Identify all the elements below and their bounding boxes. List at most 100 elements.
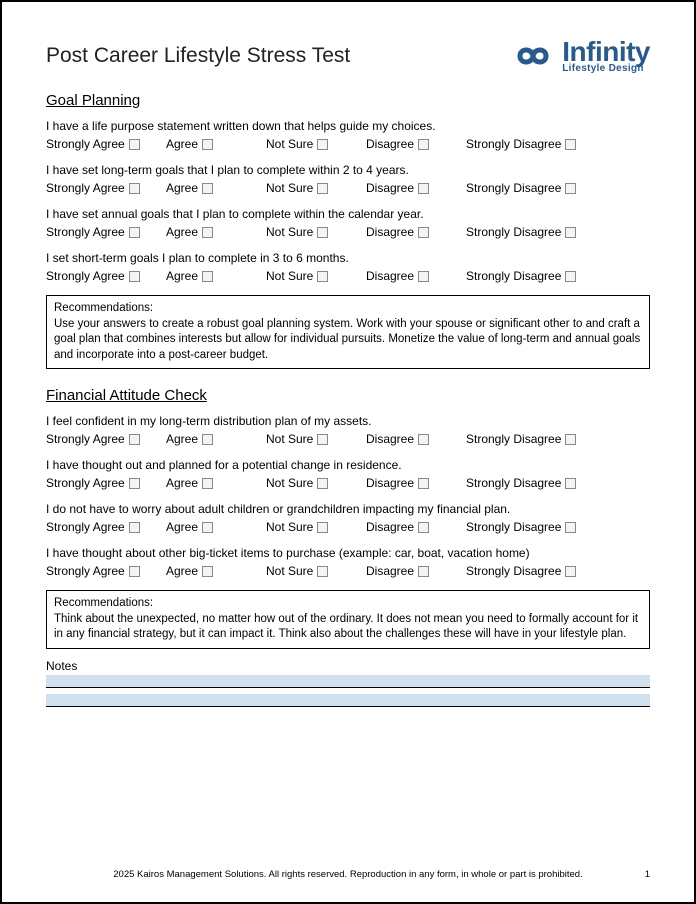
checkbox[interactable] xyxy=(418,434,429,445)
option-label: Strongly Agree xyxy=(46,520,125,534)
option-label: Strongly Agree xyxy=(46,564,125,578)
question-block: I set short-term goals I plan to complet… xyxy=(46,251,650,283)
section2-heading: Financial Attitude Check xyxy=(46,387,650,404)
checkbox[interactable] xyxy=(202,271,213,282)
checkbox[interactable] xyxy=(202,139,213,150)
option-label: Strongly Disagree xyxy=(466,137,561,151)
checkbox[interactable] xyxy=(129,183,140,194)
checkbox[interactable] xyxy=(565,478,576,489)
recommendations-box: Recommendations: Use your answers to cre… xyxy=(46,295,650,369)
logo-text: Infinity Lifestyle Design xyxy=(562,38,650,74)
option-label: Not Sure xyxy=(266,432,313,446)
options-row: Strongly Agree Agree Not Sure Disagree S… xyxy=(46,520,650,534)
footer-text: 2025 Kairos Management Solutions. All ri… xyxy=(113,869,582,880)
section1-heading: Goal Planning xyxy=(46,92,650,109)
option-label: Disagree xyxy=(366,181,414,195)
infinity-icon xyxy=(508,40,558,72)
checkbox[interactable] xyxy=(565,139,576,150)
checkbox[interactable] xyxy=(565,522,576,533)
checkbox[interactable] xyxy=(565,434,576,445)
option-label: Disagree xyxy=(366,225,414,239)
option-label: Strongly Disagree xyxy=(466,520,561,534)
option-label: Agree xyxy=(166,564,198,578)
checkbox[interactable] xyxy=(565,271,576,282)
recommendations-title: Recommendations: xyxy=(54,301,642,317)
option-label: Strongly Agree xyxy=(46,225,125,239)
checkbox[interactable] xyxy=(202,183,213,194)
checkbox[interactable] xyxy=(317,227,328,238)
checkbox[interactable] xyxy=(418,227,429,238)
header: Post Career Lifestyle Stress Test Infini… xyxy=(46,38,650,74)
options-row: Strongly Agree Agree Not Sure Disagree S… xyxy=(46,137,650,151)
recommendations-box: Recommendations: Think about the unexpec… xyxy=(46,590,650,649)
option-label: Strongly Disagree xyxy=(466,181,561,195)
option-label: Agree xyxy=(166,432,198,446)
option-label: Disagree xyxy=(366,432,414,446)
checkbox[interactable] xyxy=(129,478,140,489)
checkbox[interactable] xyxy=(317,434,328,445)
checkbox[interactable] xyxy=(317,271,328,282)
option-label: Disagree xyxy=(366,564,414,578)
option-label: Strongly Disagree xyxy=(466,564,561,578)
checkbox[interactable] xyxy=(202,478,213,489)
option-label: Agree xyxy=(166,476,198,490)
checkbox[interactable] xyxy=(418,183,429,194)
checkbox[interactable] xyxy=(418,566,429,577)
checkbox[interactable] xyxy=(202,522,213,533)
checkbox[interactable] xyxy=(202,566,213,577)
checkbox[interactable] xyxy=(129,271,140,282)
checkbox[interactable] xyxy=(418,139,429,150)
option-label: Strongly Agree xyxy=(46,181,125,195)
options-row: Strongly Agree Agree Not Sure Disagree S… xyxy=(46,476,650,490)
question-block: I have set long-term goals that I plan t… xyxy=(46,163,650,195)
option-label: Agree xyxy=(166,137,198,151)
checkbox[interactable] xyxy=(418,478,429,489)
question-block: I have thought about other big-ticket it… xyxy=(46,546,650,578)
page-number: 1 xyxy=(645,869,650,880)
note-line[interactable] xyxy=(46,694,650,707)
checkbox[interactable] xyxy=(129,434,140,445)
checkbox[interactable] xyxy=(202,434,213,445)
brand-logo: Infinity Lifestyle Design xyxy=(508,38,650,74)
checkbox[interactable] xyxy=(317,183,328,194)
checkbox[interactable] xyxy=(418,271,429,282)
options-row: Strongly Agree Agree Not Sure Disagree S… xyxy=(46,432,650,446)
page-title: Post Career Lifestyle Stress Test xyxy=(46,44,350,68)
checkbox[interactable] xyxy=(418,522,429,533)
checkbox[interactable] xyxy=(565,566,576,577)
option-label: Agree xyxy=(166,520,198,534)
checkbox[interactable] xyxy=(317,522,328,533)
option-label: Agree xyxy=(166,225,198,239)
question-block: I feel confident in my long-term distrib… xyxy=(46,414,650,446)
option-label: Disagree xyxy=(366,520,414,534)
question-text: I have a life purpose statement written … xyxy=(46,119,650,133)
checkbox[interactable] xyxy=(129,139,140,150)
note-line[interactable] xyxy=(46,675,650,688)
checkbox[interactable] xyxy=(317,139,328,150)
question-text: I have set annual goals that I plan to c… xyxy=(46,207,650,221)
checkbox[interactable] xyxy=(129,227,140,238)
document-page: Post Career Lifestyle Stress Test Infini… xyxy=(0,0,696,904)
checkbox[interactable] xyxy=(202,227,213,238)
checkbox[interactable] xyxy=(317,478,328,489)
recommendations-body: Think about the unexpected, no matter ho… xyxy=(54,613,638,641)
option-label: Not Sure xyxy=(266,225,313,239)
question-text: I set short-term goals I plan to complet… xyxy=(46,251,650,265)
checkbox[interactable] xyxy=(565,183,576,194)
question-block: I have thought out and planned for a pot… xyxy=(46,458,650,490)
options-row: Strongly Agree Agree Not Sure Disagree S… xyxy=(46,564,650,578)
option-label: Not Sure xyxy=(266,181,313,195)
options-row: Strongly Agree Agree Not Sure Disagree S… xyxy=(46,225,650,239)
option-label: Not Sure xyxy=(266,476,313,490)
checkbox[interactable] xyxy=(317,566,328,577)
option-label: Agree xyxy=(166,181,198,195)
checkbox[interactable] xyxy=(129,566,140,577)
logo-main: Infinity xyxy=(562,38,650,66)
options-row: Strongly Agree Agree Not Sure Disagree S… xyxy=(46,181,650,195)
checkbox[interactable] xyxy=(565,227,576,238)
question-text: I have thought about other big-ticket it… xyxy=(46,546,650,560)
checkbox[interactable] xyxy=(129,522,140,533)
question-text: I do not have to worry about adult child… xyxy=(46,502,650,516)
option-label: Strongly Agree xyxy=(46,432,125,446)
notes-heading: Notes xyxy=(46,659,650,673)
